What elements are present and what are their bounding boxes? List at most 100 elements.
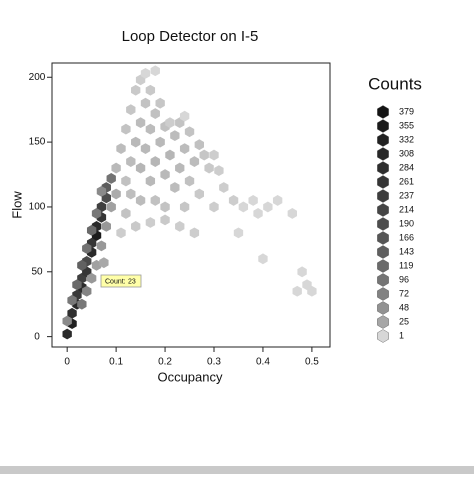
hex [126, 104, 136, 116]
hex [82, 243, 92, 254]
legend-hex [377, 231, 389, 245]
tooltip: Count: 23 [100, 274, 142, 288]
legend-label: 166 [399, 232, 414, 242]
hex [135, 195, 146, 206]
hex [67, 294, 77, 306]
hex [150, 195, 160, 206]
hex [233, 227, 244, 239]
hex [179, 201, 190, 213]
hex [209, 201, 219, 213]
legend-label: 119 [399, 260, 413, 270]
hex [116, 227, 126, 239]
hex [258, 253, 268, 265]
hex [209, 149, 219, 161]
y-tick-label: 100 [29, 202, 46, 213]
hex [131, 136, 141, 148]
legend-label: 25 [399, 316, 409, 326]
legend-hex [377, 315, 389, 329]
hex [99, 257, 109, 269]
hex [150, 65, 160, 77]
x-tick-label: 0.4 [256, 357, 270, 368]
hex [263, 201, 273, 213]
hex [72, 279, 82, 291]
hex [287, 208, 297, 219]
y-tick-label: 200 [29, 72, 46, 83]
legend-label: 96 [399, 274, 409, 284]
hex [199, 149, 209, 161]
x-tick-label: 0.5 [305, 357, 319, 368]
legend-hex [377, 329, 389, 343]
hex [194, 188, 204, 200]
tooltip-value: 23 [128, 278, 136, 285]
y-tick-label: 50 [31, 266, 43, 277]
hex [155, 136, 165, 148]
legend-hex [377, 287, 389, 301]
hex [67, 307, 77, 319]
hex [194, 139, 204, 151]
tooltip-box [100, 274, 142, 288]
legend-label: 143 [399, 246, 414, 256]
hex [302, 279, 312, 291]
y-tick-label: 150 [29, 137, 46, 148]
hex [86, 272, 97, 284]
taskbar [0, 466, 474, 474]
legend-hex [377, 301, 389, 315]
legend-hex [377, 119, 389, 133]
hex [106, 201, 116, 213]
hex [111, 188, 121, 200]
hex [160, 201, 170, 213]
legend-label: 1 [399, 330, 404, 340]
legend-hex [377, 105, 389, 119]
hex [150, 156, 160, 167]
hex [135, 117, 146, 129]
hex [77, 298, 87, 310]
legend-hex [377, 189, 389, 203]
legend-hex [377, 175, 389, 189]
hex [297, 266, 307, 278]
legend-label: 48 [399, 302, 409, 312]
hex [140, 67, 151, 79]
hex [91, 208, 102, 219]
legend-label: 379 [399, 106, 414, 116]
y-axis-label: Flow [9, 191, 24, 219]
hex [145, 175, 156, 187]
x-tick-label: 0.2 [158, 357, 172, 368]
hex [111, 162, 121, 174]
hex [140, 143, 151, 154]
hex [62, 328, 72, 340]
legend-label: 332 [399, 134, 414, 144]
x-tick-label: 0.1 [109, 357, 123, 368]
hex [214, 165, 224, 177]
hex [106, 173, 116, 184]
hex [165, 117, 175, 129]
hex [179, 110, 190, 122]
legend-label: 190 [399, 218, 414, 228]
legend-label: 308 [399, 148, 414, 158]
hex [160, 214, 170, 226]
legend-hex [377, 161, 389, 175]
legend-label: 72 [399, 288, 409, 298]
hex [116, 143, 126, 154]
hex [184, 126, 195, 138]
hex [121, 208, 131, 219]
hex [82, 285, 92, 297]
hex [145, 217, 156, 228]
legend-hex [377, 217, 389, 231]
hex [145, 123, 156, 135]
hex [238, 201, 249, 213]
hex [160, 169, 170, 180]
legend-hex [377, 259, 389, 273]
hex [165, 149, 175, 161]
hex [131, 84, 141, 96]
x-tick-label: 0.3 [207, 357, 221, 368]
hex [170, 130, 180, 142]
hex [175, 221, 185, 232]
legend-label: 237 [399, 190, 414, 200]
hex [155, 97, 165, 109]
hex [126, 156, 136, 167]
legend-hex [377, 245, 389, 259]
y-tick-label: 0 [34, 331, 40, 342]
hex [101, 221, 111, 232]
hex [170, 182, 180, 193]
